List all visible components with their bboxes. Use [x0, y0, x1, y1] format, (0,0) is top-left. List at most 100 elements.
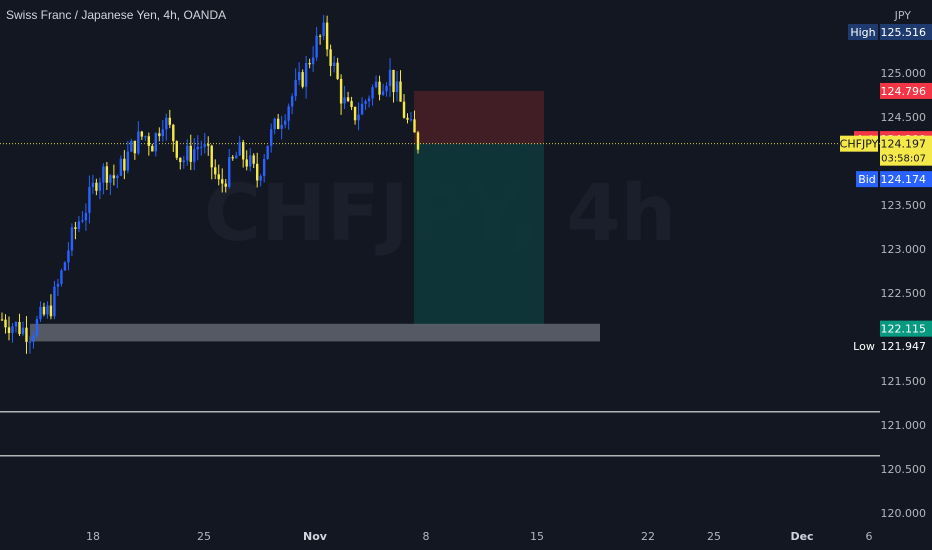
candle-body [297, 72, 301, 81]
candle-body [140, 131, 144, 137]
high-value: 125.516 [881, 26, 927, 39]
candle-body [137, 131, 140, 154]
price-tick-label: 120.000 [881, 507, 927, 520]
candle-body [88, 187, 91, 213]
candle-body [378, 81, 381, 95]
candle-body [21, 327, 25, 335]
candle-body [228, 157, 231, 187]
candle-body [315, 35, 318, 58]
candle-body [0, 319, 4, 321]
candle-body [133, 140, 137, 154]
candle-body [416, 132, 420, 150]
candle-body [360, 103, 364, 115]
price-tick-label: 121.000 [881, 419, 927, 432]
candle-body [53, 286, 56, 317]
candle-body [95, 182, 98, 191]
candle-body [325, 22, 329, 50]
price-tick-label: 123.000 [881, 243, 927, 256]
candle-body [109, 175, 112, 183]
symbol-tag [840, 135, 878, 152]
time-tick-label: 6 [866, 530, 873, 543]
candle-body [74, 227, 77, 229]
candle-body [364, 101, 367, 104]
bid-tag [856, 171, 878, 188]
time-tick-label: Dec [790, 530, 813, 543]
price-tick-label: 124.500 [881, 111, 927, 124]
candle-body [304, 63, 308, 87]
candle-body [329, 49, 332, 66]
candle-body [151, 145, 154, 152]
candle-body [154, 133, 158, 152]
candle-body [245, 159, 248, 167]
time-tick-label: 25 [197, 530, 211, 543]
stop-price-box [880, 82, 932, 99]
high-box [880, 24, 932, 40]
price-tick-label: 121.500 [881, 375, 927, 388]
candle-body [98, 182, 102, 191]
candle-body [172, 124, 175, 142]
candle-body [385, 86, 388, 92]
candle-body [406, 117, 409, 120]
candle-body [339, 78, 343, 104]
high-tag-label: High [850, 26, 875, 39]
candle-body [35, 319, 39, 336]
candle-body [381, 91, 385, 95]
target-price-box [880, 320, 932, 337]
candle-body [266, 145, 269, 160]
price-tick-label: 125.000 [881, 67, 927, 80]
time-tick-label: 8 [423, 530, 430, 543]
candle-body [4, 319, 7, 328]
support-zone [30, 323, 600, 342]
candle-body [259, 176, 262, 181]
candle-body [290, 96, 294, 107]
candle-body [353, 106, 357, 121]
candle-body [374, 81, 378, 88]
price-tick-label: 122.500 [881, 287, 927, 300]
candle-body [350, 101, 353, 107]
candle-body [210, 145, 213, 168]
candle-body [371, 87, 374, 99]
candle-body [235, 155, 238, 159]
candle-body [7, 327, 11, 334]
bid-price-box [880, 171, 932, 188]
candle-body [144, 136, 147, 138]
low-tag [850, 338, 878, 355]
candle-body [186, 145, 189, 161]
candle-body [32, 335, 35, 342]
candle-body [46, 305, 49, 315]
candle-body [238, 142, 241, 156]
candle-body [161, 129, 165, 137]
candle-body [168, 117, 171, 125]
candle-body [67, 250, 70, 263]
time-axis [0, 524, 932, 550]
candle-body [388, 69, 392, 87]
time-tick-label: Nov [303, 530, 328, 543]
last-price-box [880, 135, 932, 166]
candle-body [214, 167, 217, 175]
candle-body [280, 124, 283, 129]
candle-body [18, 322, 21, 335]
candle-body [367, 98, 371, 102]
candle-body [112, 175, 116, 179]
candle-body [11, 326, 14, 334]
candle-body [395, 81, 399, 93]
candle-body [77, 221, 81, 229]
candle-body [283, 120, 287, 125]
candle-body [399, 81, 402, 102]
candle-body [221, 179, 224, 184]
candle-body [116, 175, 119, 179]
countdown-value: 03:58:07 [881, 154, 926, 165]
candles [0, 15, 420, 354]
candle-body [196, 147, 199, 150]
candle-body [42, 306, 46, 315]
candle-body [123, 158, 126, 171]
candle-body [343, 97, 346, 104]
candle-body [273, 118, 276, 130]
candle-body [207, 144, 210, 146]
candle-body [287, 106, 290, 121]
chart-title: Swiss Franc / Japanese Yen, 4h, OANDA [6, 8, 227, 22]
candle-body [102, 166, 105, 183]
time-tick-label: 25 [707, 530, 721, 543]
candle-body [147, 136, 151, 146]
